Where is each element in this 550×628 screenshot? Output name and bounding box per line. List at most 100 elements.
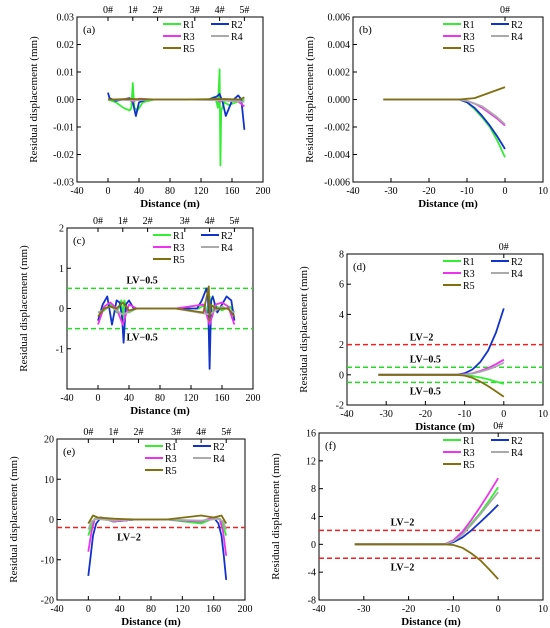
y-tick-label: 0.002 (328, 68, 351, 79)
x-tick-label: -10 (447, 604, 460, 615)
y-tick-label: 0.02 (57, 40, 75, 51)
series-line-r5 (107, 96, 245, 101)
x-tick-label: 120 (175, 604, 190, 615)
legend-label: R1 (463, 20, 475, 31)
y-axis-label: Residual displacement (mm) (304, 36, 316, 163)
series-line-r5 (354, 543, 499, 580)
x-tick-label: -40 (70, 186, 83, 197)
reference-line-label: LV−0.5 (127, 333, 158, 344)
x-tick-label: 200 (238, 604, 253, 615)
x-tick-label: 0 (106, 186, 111, 197)
series-line-r5 (378, 373, 505, 398)
legend-label: R3 (463, 269, 475, 280)
plot-area (347, 308, 543, 398)
y-tick-label: -0.004 (324, 150, 350, 161)
legend-label: R4 (511, 448, 523, 459)
series-line-r5 (87, 514, 227, 524)
y-axis-label: Residual displacement (mm) (8, 456, 20, 583)
x-axis-label: Distance (m) (121, 616, 181, 628)
x-tick-label: 0 (96, 393, 101, 404)
legend: R1 R2 R3 R4 R5 (443, 20, 523, 55)
y-tick-label: 10 (44, 475, 54, 486)
plot-area (107, 68, 246, 167)
y-tick-label: -10 (41, 555, 54, 566)
pier-label: 4# (215, 5, 225, 16)
y-tick-label: 0 (311, 540, 316, 551)
pier-label: 1# (108, 427, 118, 438)
x-tick-label: -30 (357, 604, 370, 615)
legend-label: R5 (463, 281, 475, 292)
x-tick-label: -30 (384, 186, 397, 197)
reference-line-label: LV−0.5 (127, 275, 158, 286)
pier-label: 5# (229, 216, 239, 227)
plot-area (57, 514, 245, 580)
y-tick-label: 12 (306, 456, 316, 467)
legend-label: R3 (183, 32, 195, 43)
x-axis-label: Distance (m) (418, 198, 478, 210)
y-tick-label: 1 (59, 264, 64, 275)
pier-label: 3# (180, 216, 190, 227)
y-tick-label: 8 (311, 484, 316, 495)
x-tick-label: -10 (458, 409, 471, 420)
y-tick-label: -20 (41, 596, 54, 607)
series-line-r5 (383, 86, 506, 101)
legend-label: R3 (173, 243, 185, 254)
pier-label: 5# (221, 427, 231, 438)
x-tick-label: 0 (503, 186, 508, 197)
legend-label: R3 (463, 448, 475, 459)
x-tick-label: 10 (538, 409, 548, 420)
y-tick-label: -1 (56, 344, 64, 355)
legend: R1 R2 R3 R4 R5 (443, 436, 523, 471)
x-tick-label: 40 (134, 186, 144, 197)
series-line-r1 (107, 68, 245, 167)
legend: R1 R2 R3 R4 R5 (145, 442, 225, 477)
x-tick-label: 200 (246, 393, 261, 404)
pier-label: 1# (128, 5, 138, 16)
y-axis-label: Residual displacement (mm) (18, 245, 30, 372)
legend-label: R4 (511, 32, 523, 43)
plot-area (67, 285, 253, 370)
y-tick-label: 0.03 (57, 13, 75, 24)
y-tick-label: 0.00 (57, 95, 75, 106)
pier-label: 0# (83, 427, 93, 438)
legend-label: R2 (213, 442, 225, 453)
legend-label: R2 (511, 20, 523, 31)
y-tick-label: -0.006 (324, 178, 350, 189)
series-line-r3 (87, 516, 228, 556)
legend: R1 R2 R3 R4 R5 (153, 231, 233, 266)
plot-frame (346, 253, 544, 406)
y-tick-label: -0.002 (324, 123, 350, 134)
pier-label: 2# (153, 5, 163, 16)
y-tick-label: -0.03 (53, 178, 74, 189)
y-tick-label: 4 (339, 310, 344, 321)
legend-label: R2 (511, 257, 523, 268)
series-line-r5 (97, 285, 236, 322)
legend-label: R1 (165, 442, 177, 453)
legend-label: R3 (165, 454, 177, 465)
x-tick-label: 0 (501, 409, 506, 420)
reference-line-label: LV−0.5 (410, 386, 441, 397)
plot-area (383, 86, 506, 158)
y-tick-label: 16 (306, 429, 316, 440)
legend-label: R2 (511, 436, 523, 447)
y-tick-label: -0.02 (53, 150, 74, 161)
y-tick-label: 0.01 (57, 68, 75, 79)
x-tick-label: 200 (256, 186, 271, 197)
legend-label: R5 (183, 44, 195, 55)
panel-label: (a) (83, 24, 96, 36)
y-axis-label: Residual displacement (mm) (270, 453, 282, 580)
series-line-r4 (354, 491, 499, 546)
reference-line-label: LV−2 (410, 333, 434, 344)
y-tick-label: -8 (308, 596, 316, 607)
pier-label: 0# (499, 242, 509, 253)
y-tick-label: 0 (339, 370, 344, 381)
y-tick-label: 0.000 (328, 95, 351, 106)
y-tick-label: -2 (336, 401, 344, 412)
panel-label: (f) (325, 440, 336, 452)
y-tick-label: 8 (339, 250, 344, 261)
legend-label: R4 (213, 454, 225, 465)
series-line-r1 (383, 98, 506, 158)
x-tick-label: -20 (402, 604, 415, 615)
panel-2: -40 -30 -20 -10 0 10 -0.006 -0.004 -0.002 0.000 0.… (304, 5, 548, 210)
